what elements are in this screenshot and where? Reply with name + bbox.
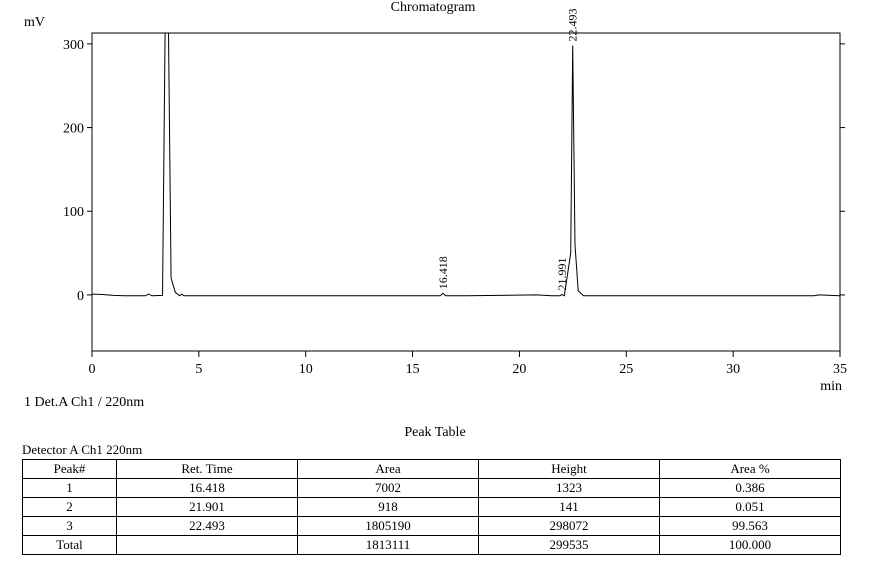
x-axis-label: min <box>820 379 842 394</box>
x-tick-label: 15 <box>406 362 420 377</box>
chart-title: Chromatogram <box>391 0 476 15</box>
y-tick-label: 300 <box>63 38 84 53</box>
table-cell: Peak# <box>22 459 117 479</box>
table-cell: 16.418 <box>116 478 298 498</box>
table-cell: 298072 <box>478 516 660 536</box>
x-tick-label: 0 <box>89 362 96 377</box>
table-cell: 1805190 <box>297 516 479 536</box>
x-tick-label: 35 <box>833 362 847 377</box>
x-tick-label: 5 <box>195 362 202 377</box>
table-row: 1 16.418 7002 1323 0.386 <box>22 478 841 498</box>
peak-label: 22.493 <box>566 9 580 42</box>
table-cell: 0.051 <box>659 497 841 517</box>
table-title: Peak Table <box>404 425 466 440</box>
table-cell: 21.901 <box>116 497 298 517</box>
detector-label: 1 Det.A Ch1 / 220nm <box>24 395 145 410</box>
chart: Chromatogram mV min 0 100 200 300 0 5 10 15 20 25… <box>24 0 847 394</box>
y-tick-label: 100 <box>63 205 84 220</box>
table-header: Peak# Ret. Time Area Height Area % <box>22 459 841 479</box>
y-tick-label: 200 <box>63 122 84 137</box>
table-cell: 1323 <box>478 478 660 498</box>
table-cell: 0.386 <box>659 478 841 498</box>
table-cell: 1 <box>22 478 117 498</box>
table-detector: Detector A Ch1 220nm <box>22 442 143 457</box>
x-tick-label: 20 <box>512 362 526 377</box>
table-cell: 7002 <box>297 478 479 498</box>
plot-frame <box>91 32 841 352</box>
y-axis-label: mV <box>24 15 45 30</box>
y-tick-label: 0 <box>77 289 84 304</box>
table-cell: Area <box>297 459 479 479</box>
table-cell: Total <box>22 535 117 555</box>
table-cell: 99.563 <box>659 516 841 536</box>
table-cell: Height <box>478 459 660 479</box>
table-cell: 918 <box>297 497 479 517</box>
table-cell: 2 <box>22 497 117 517</box>
table-row: Total 1813111 299535 100.000 <box>22 535 841 555</box>
x-tick-label: 30 <box>726 362 740 377</box>
table-cell <box>116 535 298 555</box>
table-cell: 141 <box>478 497 660 517</box>
x-tick-label: 10 <box>299 362 313 377</box>
table-cell: 1813111 <box>297 535 479 555</box>
table-cell: 299535 <box>478 535 660 555</box>
peak-label: 21.991 <box>555 258 569 291</box>
table-cell: Area % <box>659 459 841 479</box>
peak-label: 16.418 <box>436 256 450 289</box>
trace <box>91 32 841 297</box>
peak-table: Peak# Ret. Time Area Height Area % 1 16.418 700… <box>22 459 841 555</box>
table-cell: 3 <box>22 516 117 536</box>
x-tick-label: 25 <box>619 362 633 377</box>
table-row: 3 22.493 1805190 298072 99.563 <box>22 516 841 536</box>
table-cell: Ret. Time <box>116 459 298 479</box>
table-cell: 100.000 <box>659 535 841 555</box>
table-cell: 22.493 <box>116 516 298 536</box>
table-row: 2 21.901 918 141 0.051 <box>22 497 841 517</box>
